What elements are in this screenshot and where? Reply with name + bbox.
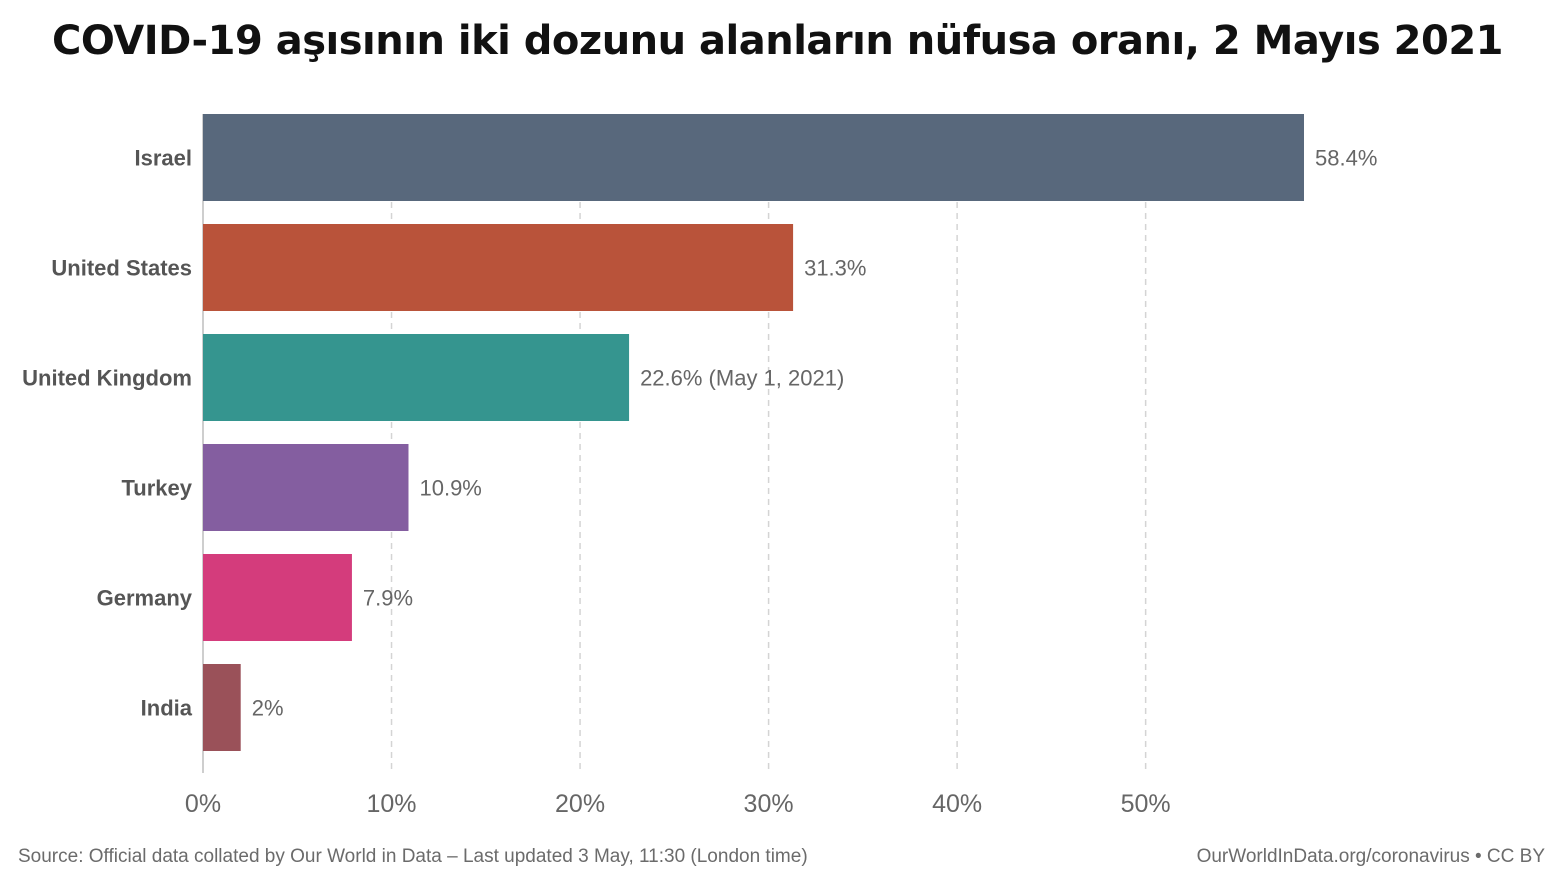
value-label: 7.9%: [363, 586, 413, 611]
x-tick-label: 30%: [744, 790, 794, 818]
bar: [203, 114, 1304, 201]
bar: [203, 664, 241, 751]
value-label: 22.6% (May 1, 2021): [640, 366, 844, 391]
x-tick-label: 20%: [555, 790, 605, 818]
x-tick-label: 40%: [932, 790, 982, 818]
x-tick-label: 50%: [1121, 790, 1171, 818]
category-label: Turkey: [121, 476, 192, 501]
labels: 0% 10% 20% 30% 40% 50% Israel 58.4% United State…: [22, 146, 1377, 819]
category-label: United States: [51, 256, 192, 281]
value-label: 58.4%: [1315, 146, 1377, 171]
category-label: Germany: [97, 586, 193, 611]
bar: [203, 554, 352, 641]
bar: [203, 444, 409, 531]
chart-title: COVID-19 aşısının iki dozunu alanların n…: [51, 18, 1504, 64]
bar: [203, 224, 794, 311]
bars: [203, 114, 1304, 751]
source-note: Source: Official data collated by Our Wo…: [18, 846, 808, 867]
x-tick-label: 0%: [185, 790, 221, 818]
category-label: United Kingdom: [22, 366, 192, 391]
credit-note: OurWorldInData.org/coronavirus • CC BY: [1196, 846, 1545, 867]
gridlines: [202, 114, 1147, 773]
value-label: 2%: [252, 696, 284, 721]
value-label: 31.3%: [804, 256, 866, 281]
category-label: India: [141, 696, 193, 721]
x-tick-label: 10%: [367, 790, 417, 818]
value-label: 10.9%: [419, 476, 481, 501]
bar: [203, 334, 630, 421]
category-label: Israel: [135, 146, 193, 171]
